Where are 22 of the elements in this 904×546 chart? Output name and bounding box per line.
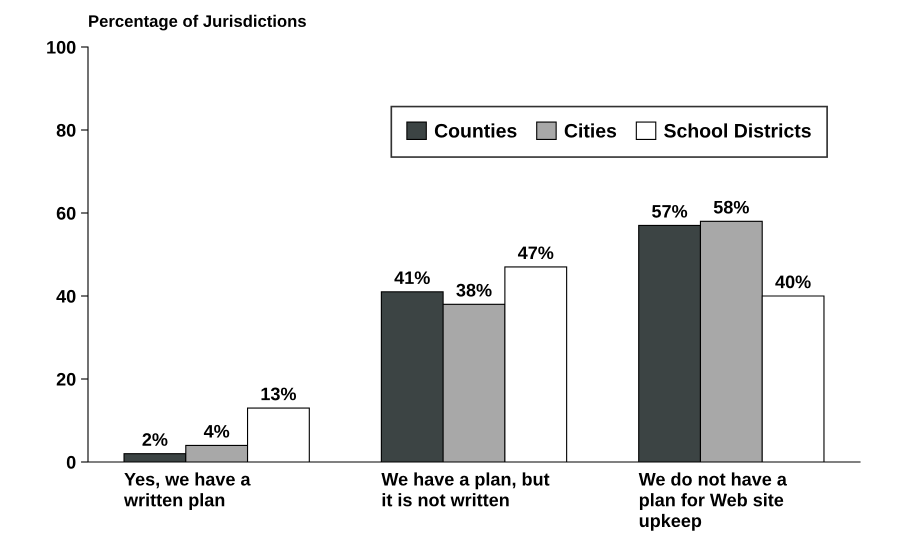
x-tick-label: We do not have a plan for Web site upkeep bbox=[638, 472, 787, 531]
data-label: 58% bbox=[714, 200, 749, 214]
x-tick-label: Yes, we have a written plan bbox=[124, 472, 251, 510]
y-tick-label: 80 bbox=[56, 124, 76, 137]
y-tick-label: 100 bbox=[47, 40, 76, 54]
legend-label: Counties bbox=[434, 123, 516, 138]
data-label: 13% bbox=[261, 388, 296, 400]
data-label: 57% bbox=[652, 204, 688, 218]
data-label: 4% bbox=[204, 424, 230, 438]
data-label: 47% bbox=[518, 246, 554, 260]
data-label: 41% bbox=[394, 271, 430, 284]
x-tick-label: We have a plan, but it is not written bbox=[381, 472, 550, 506]
data-label: 2% bbox=[142, 433, 168, 446]
y-tick-label: 60 bbox=[56, 206, 76, 220]
data-label: 40% bbox=[775, 275, 811, 288]
y-axis-title: Percentage of Jurisdictions bbox=[89, 14, 306, 30]
legend-label: Cities bbox=[564, 123, 616, 138]
y-tick-label: 20 bbox=[56, 372, 76, 386]
legend-label: School Districts bbox=[664, 123, 811, 138]
y-tick-label: 40 bbox=[56, 290, 76, 303]
y-tick-label: 0 bbox=[66, 456, 76, 469]
data-label: 38% bbox=[456, 284, 492, 297]
